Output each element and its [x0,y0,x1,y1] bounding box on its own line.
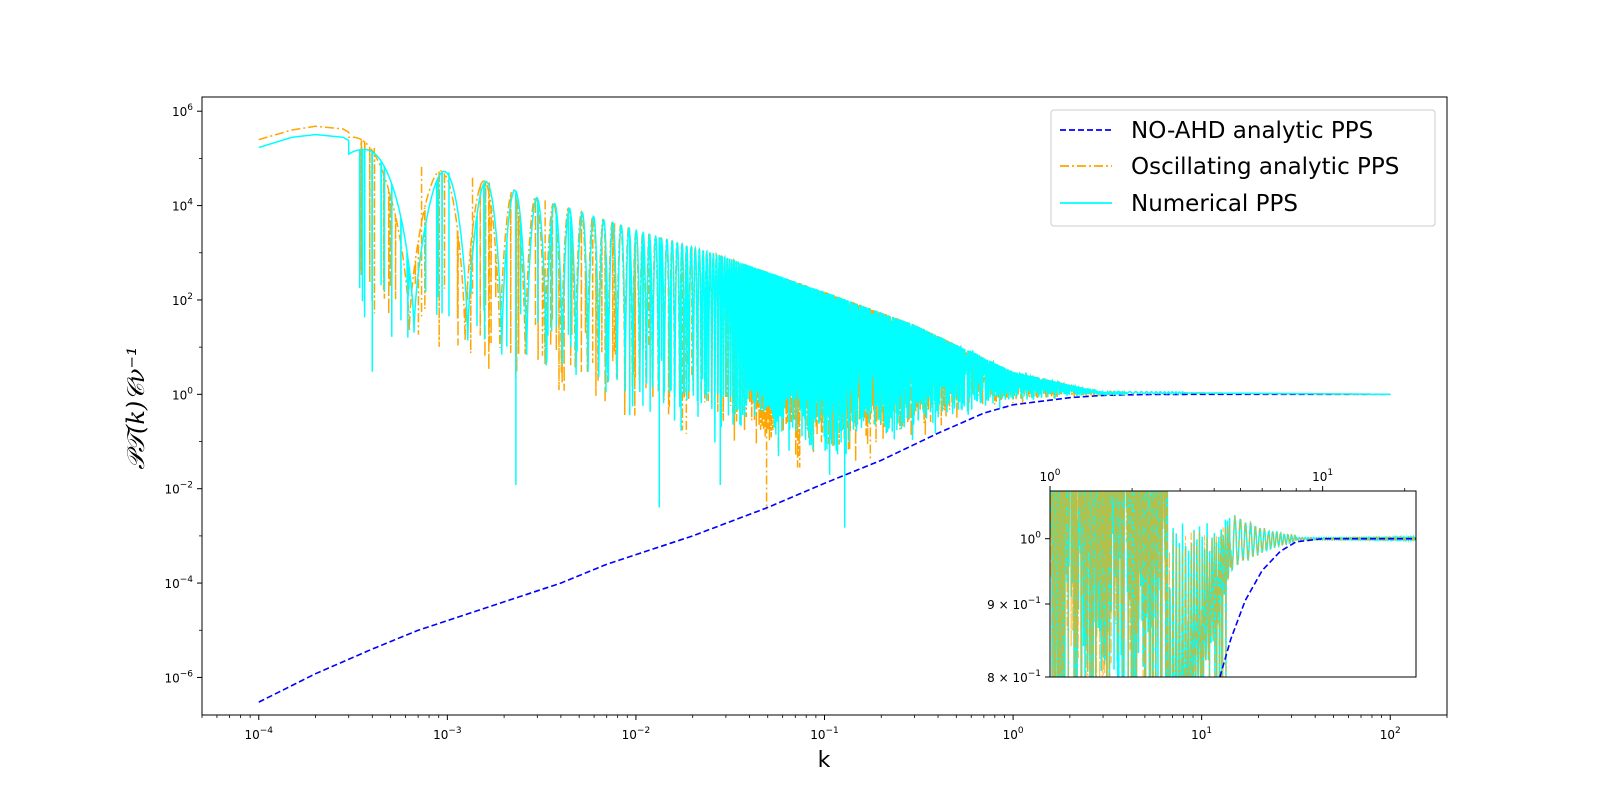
inset-x-tick-label: 100 [1039,468,1060,484]
inset-x-ticks: 100 101 [1039,468,1333,491]
legend-label-numerical: Numerical PPS [1131,191,1298,217]
series-numerical-line [258,133,1391,528]
main-frame [201,96,1448,716]
y-tick-label: 10−4 [164,575,193,591]
y-tick-label: 100 [172,386,193,402]
inset-x-tick-label: 101 [1312,468,1333,484]
inset-frame [1049,490,1417,678]
y-tick-label: 104 [172,198,193,214]
inset-y-tick-label: 100 [1020,531,1041,547]
y-tick-label: 106 [172,103,193,119]
inset-axes: 100 101 8 × 10−1 9 × 10−1 100 [987,468,1417,685]
inset-y-tick-label: 9 × 10−1 [987,596,1041,612]
x-tick-label: 10−3 [433,726,462,742]
legend-label-oscillating: Oscillating analytic PPS [1131,154,1399,180]
inset-y-tick-label: 8 × 10−1 [987,669,1041,685]
x-tick-label: 102 [1380,726,1401,742]
y-tick-label: 10−2 [164,481,193,497]
y-tick-label: 10−6 [164,669,193,685]
main-y-ticks: 10−6 10−4 10−2 100 102 104 106 [164,103,202,685]
x-tick-label: 101 [1191,726,1212,742]
x-tick-label: 10−1 [810,726,839,742]
legend-box [1050,109,1436,227]
inset-series-noahd-line [1219,537,1416,677]
x-tick-label: 10−4 [244,726,273,742]
main-x-ticks: 10−4 10−3 10−2 10−1 100 101 102 [244,715,1401,742]
x-tick-label: 100 [1003,726,1024,742]
y-axis-label: 𝒫𝒯(k)𝒞ν⁻¹ [122,346,150,469]
legend-label-noahd: NO-AHD analytic PPS [1131,118,1373,144]
legend: NO-AHD analytic PPS Oscillating analytic… [1050,109,1436,227]
x-tick-label: 10−2 [622,726,651,742]
inset-series-oscillating-line [1050,491,1416,677]
series-noahd-analytic-line [258,393,1391,703]
inset-y-ticks: 8 × 10−1 9 × 10−1 100 [987,531,1050,685]
y-tick-label: 102 [172,292,193,308]
x-axis-label: k [818,748,831,773]
